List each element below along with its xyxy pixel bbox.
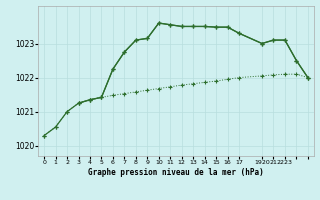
- X-axis label: Graphe pression niveau de la mer (hPa): Graphe pression niveau de la mer (hPa): [88, 168, 264, 177]
